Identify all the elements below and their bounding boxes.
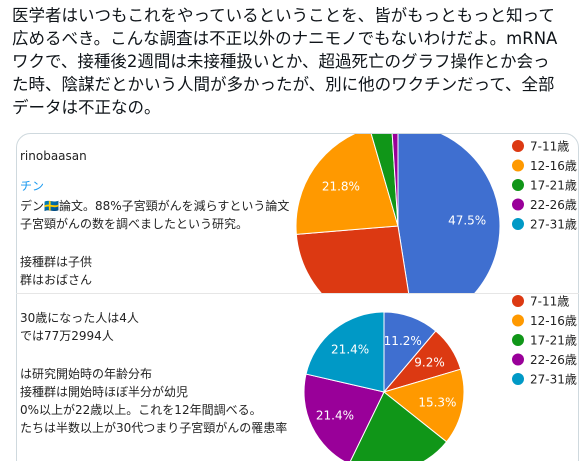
image-text: 群はおばさん	[20, 273, 92, 287]
legend-label: 7-11歳	[530, 140, 569, 154]
legend-label: 12-16歳	[530, 159, 577, 173]
tweet-line: ワクで、接種後2週間は未接種扱いとか、超過死亡のグラフ操作とか会っ	[12, 52, 550, 71]
legend-swatch	[512, 334, 524, 346]
legend-swatch	[512, 353, 524, 366]
pie-slice	[391, 134, 399, 227]
legend-swatch	[512, 295, 524, 307]
legend-label: 7-11歳	[530, 295, 569, 309]
pie-slice	[303, 373, 385, 461]
tweet-text: 医学者はいつもこれをやっているということを、皆がもっともっと知って 広めるべき。こ…	[12, 4, 557, 119]
image-text: 30歳になった人は4人	[20, 311, 139, 325]
legend-label: 17-21歳	[530, 179, 577, 193]
image-text: 接種群は開始時ほぼ半分が幼児	[20, 384, 188, 399]
image-text: 0%以上が22歳以上。これを12年間調べる。	[20, 402, 262, 417]
slice-label: 47.5%	[448, 214, 486, 228]
slice-label: 9.2%	[414, 355, 445, 369]
image-text: では77万2994人	[20, 329, 114, 343]
pie-slice	[349, 391, 448, 461]
image-text: は研究開始時の年齢分布	[20, 366, 152, 381]
legend-swatch	[512, 218, 524, 230]
pie-slice	[305, 311, 385, 393]
image-text: rinobaasan	[20, 149, 87, 163]
slice-label: 11.2%	[384, 334, 422, 348]
legend-swatch	[512, 140, 524, 152]
legend-label: 27-31歳	[530, 218, 577, 232]
tweet-line: た時、陰謀だとかいう人間が多かったが、別に他のワクチンだって、全部	[12, 75, 555, 94]
pie-slice	[295, 134, 399, 235]
legend-swatch	[512, 314, 524, 327]
image-text: チン	[20, 179, 44, 193]
legend-swatch	[512, 198, 524, 211]
pie-slice	[382, 368, 465, 443]
legend-label: 22-26歳	[530, 353, 577, 367]
image-text: 接種群は子供	[20, 254, 92, 269]
legend-label: 12-16歳	[530, 314, 577, 328]
tweet-line: データは不正なの。	[12, 98, 161, 117]
slice-label: 21.4%	[331, 342, 369, 356]
tweet-line: 広めるべき。こんな調査は不正以外のナニモノでもないわけだよ。mRNA	[12, 29, 558, 48]
tweet-line: 医学者はいつもこれをやっているということを、皆がもっともっと知って	[12, 6, 555, 25]
legend-label: 27-31歳	[530, 373, 577, 387]
slice-label: 15.3%	[418, 395, 456, 409]
pie-slice	[370, 134, 399, 227]
image-text: 子宮頸がんの数を調べましたという研究。	[20, 216, 248, 231]
legend-swatch	[512, 159, 524, 172]
pie-slice	[397, 134, 501, 293]
legend-swatch	[512, 179, 524, 191]
image-text: たちは半数以上が30代つまり子宮頸がんの罹患率	[20, 420, 287, 435]
image-text: デン🇸🇪論文。88%子宮頸がんを減らすという論文	[20, 198, 289, 213]
slice-label: 21.4%	[316, 408, 354, 422]
legend-label: 17-21歳	[530, 334, 577, 348]
pie-slice	[295, 225, 410, 293]
slice-label: 21.8%	[322, 180, 360, 194]
legend-swatch	[512, 373, 524, 385]
legend-label: 22-26歳	[530, 198, 577, 212]
